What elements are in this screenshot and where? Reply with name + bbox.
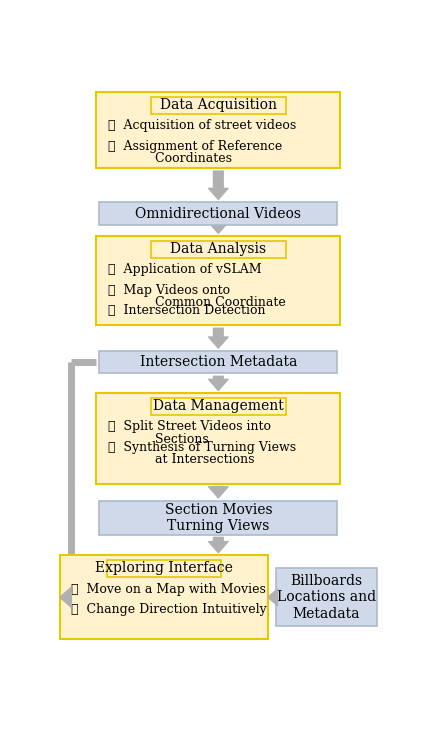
FancyBboxPatch shape	[100, 501, 337, 534]
FancyBboxPatch shape	[106, 560, 221, 577]
Text: Data Acquisition: Data Acquisition	[160, 98, 277, 112]
Text: ➤  Application of vSLAM: ➤ Application of vSLAM	[108, 264, 261, 276]
Text: Intersection Metadata: Intersection Metadata	[140, 355, 297, 369]
FancyBboxPatch shape	[151, 398, 285, 415]
FancyArrowPatch shape	[209, 222, 228, 233]
FancyArrowPatch shape	[209, 377, 228, 390]
Text: Data Management: Data Management	[153, 399, 284, 413]
Text: Common Coordinate: Common Coordinate	[123, 296, 285, 309]
Text: ➤  Map Videos onto: ➤ Map Videos onto	[108, 283, 230, 297]
Text: ➤  Split Street Videos into: ➤ Split Street Videos into	[108, 421, 271, 433]
Text: Sections: Sections	[123, 433, 208, 446]
FancyBboxPatch shape	[60, 556, 268, 639]
FancyBboxPatch shape	[96, 92, 340, 168]
Text: ➤  Acquisition of street videos: ➤ Acquisition of street videos	[108, 119, 296, 132]
FancyBboxPatch shape	[100, 351, 337, 374]
FancyBboxPatch shape	[276, 568, 377, 626]
Text: Exploring Interface: Exploring Interface	[95, 562, 233, 575]
Text: ➤  Move on a Map with Movies: ➤ Move on a Map with Movies	[72, 583, 266, 595]
FancyArrowPatch shape	[209, 537, 228, 553]
FancyArrowPatch shape	[209, 328, 228, 348]
Text: at Intersections: at Intersections	[123, 453, 254, 466]
FancyBboxPatch shape	[151, 97, 285, 114]
FancyArrowPatch shape	[209, 171, 228, 200]
Text: Billboards
Locations and
Metadata: Billboards Locations and Metadata	[277, 574, 376, 620]
FancyBboxPatch shape	[96, 393, 340, 484]
Text: Coordinates: Coordinates	[123, 152, 232, 165]
Text: ➤  Intersection Detection: ➤ Intersection Detection	[108, 304, 265, 317]
Text: Data Analysis: Data Analysis	[170, 242, 266, 256]
FancyBboxPatch shape	[96, 236, 340, 325]
Text: Section Movies
Turning Views: Section Movies Turning Views	[164, 503, 272, 533]
Text: ➤  Assignment of Reference: ➤ Assignment of Reference	[108, 139, 282, 153]
Text: ➤  Synthesis of Turning Views: ➤ Synthesis of Turning Views	[108, 440, 296, 454]
Text: Omnidirectional Videos: Omnidirectional Videos	[135, 206, 301, 220]
Text: ➤  Change Direction Intuitively: ➤ Change Direction Intuitively	[72, 603, 267, 616]
FancyBboxPatch shape	[151, 241, 285, 258]
FancyBboxPatch shape	[100, 203, 337, 225]
FancyArrowPatch shape	[209, 487, 228, 498]
